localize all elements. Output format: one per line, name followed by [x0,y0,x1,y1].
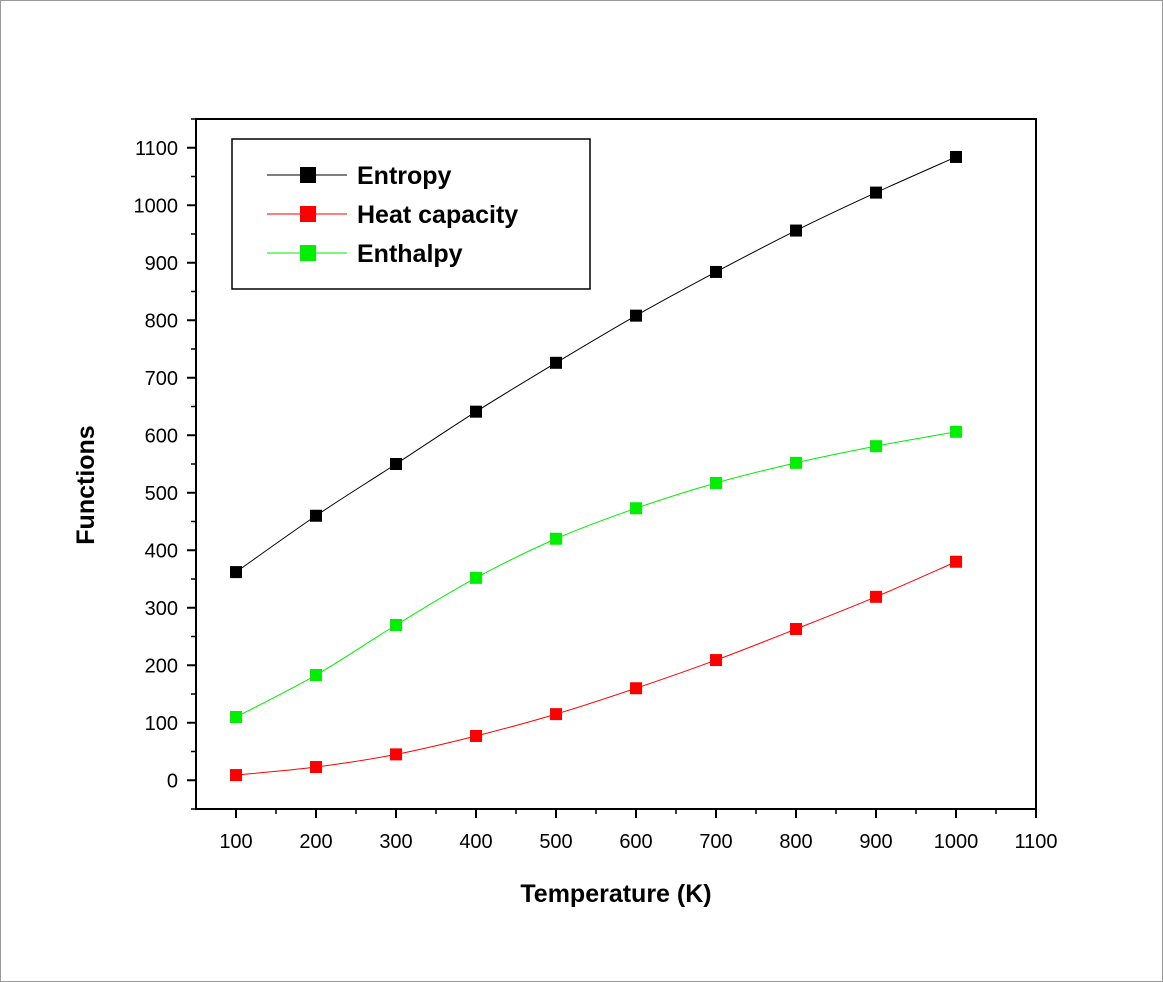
data-point [950,555,962,568]
data-point [550,532,562,545]
data-point [310,669,322,682]
legend-marker [300,167,316,183]
data-point [710,476,722,489]
legend-label: Entropy [357,162,452,190]
x-tick-label: 500 [539,831,572,853]
legend-label: Heat capacity [357,201,518,229]
series-lines [230,150,962,782]
data-point [790,224,802,237]
data-point [470,405,482,418]
x-tick-label: 200 [299,831,332,853]
y-tick-label: 500 [145,483,178,505]
y-tick-label: 800 [145,310,178,332]
series-line [235,431,957,718]
x-tick-label: 1100 [1014,831,1057,853]
data-point [630,502,642,515]
data-point [230,566,242,579]
y-tick-label: 700 [145,368,178,390]
data-point [310,761,322,774]
x-tick-label: 900 [859,831,892,853]
y-tick-label: 0 [167,770,178,792]
data-point [870,440,882,453]
x-tick-label: 1000 [934,831,979,853]
data-point [230,711,242,723]
data-point [470,571,482,584]
data-point [710,654,722,667]
series-line [235,561,957,776]
y-tick-label: 1100 [135,138,178,160]
data-point [790,623,802,636]
x-tick-label: 100 [219,831,252,853]
legend-marker [300,206,316,222]
y-tick-label: 900 [145,253,178,275]
x-tick-label: 400 [459,831,492,853]
data-point [630,682,642,695]
data-point [550,356,562,369]
legend: Entropy Heat capacity Enthalpy [231,138,591,290]
data-point [790,456,802,469]
y-tick-label: 400 [145,540,178,562]
y-tick-label: 600 [145,425,178,447]
data-point [470,729,482,742]
data-point [950,150,962,163]
x-axis-label: Temperature (K) [520,880,711,908]
data-point [390,619,402,631]
data-point [230,769,242,782]
data-point [390,748,402,761]
data-point [870,186,882,199]
axes: 100 200 300 400 500 600 700 800 900 1000 1100 0 100 2… [134,118,1058,853]
series-line [235,156,957,573]
data-point [710,265,722,278]
y-tick-label: 1000 [134,195,179,217]
data-point [630,309,642,322]
x-tick-label: 800 [779,831,812,853]
legend-marker [300,245,316,261]
data-point [870,590,882,603]
x-tick-label: 300 [379,831,412,853]
legend-label: Enthalpy [357,240,463,268]
data-point [390,458,402,470]
y-tick-label: 100 [145,713,178,735]
x-tick-label: 600 [619,831,652,853]
data-point [310,509,322,522]
y-axis-label: Functions [72,425,100,544]
data-point [550,708,562,721]
x-tick-label: 700 [699,831,732,853]
y-tick-label: 300 [145,598,178,620]
y-tick-label: 200 [145,655,178,677]
data-point [950,425,962,438]
